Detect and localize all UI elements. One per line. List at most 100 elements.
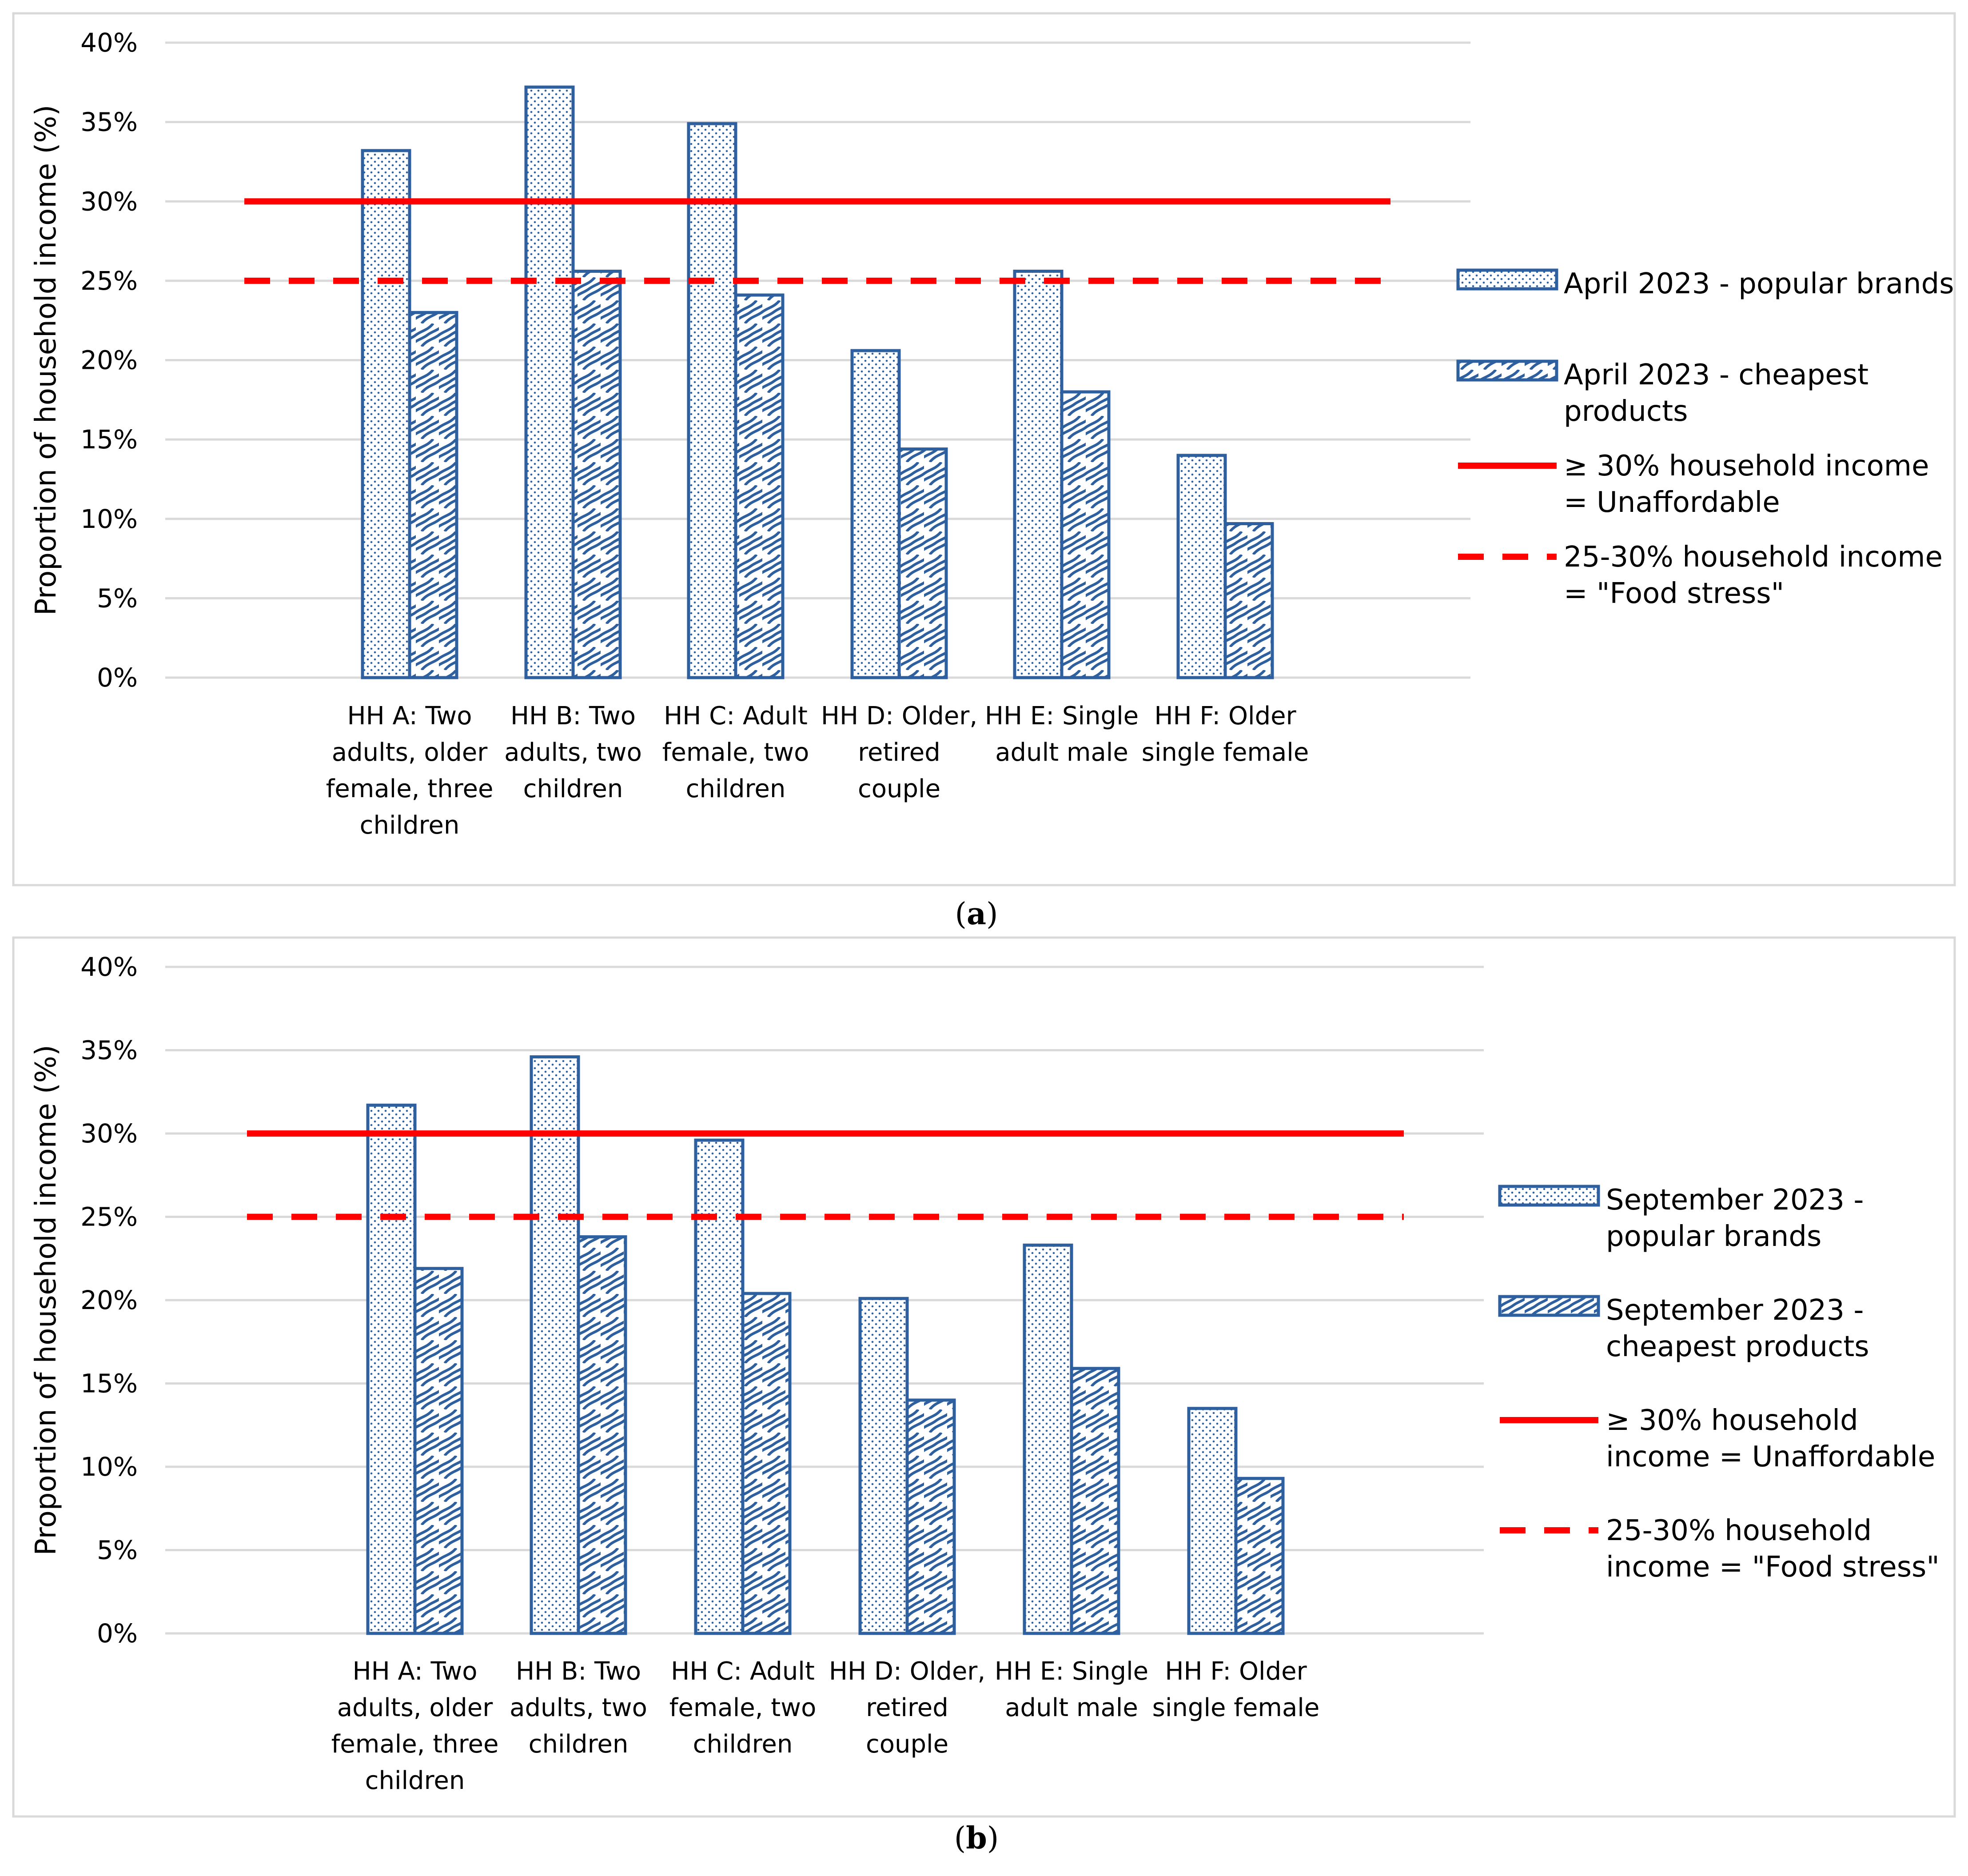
chart-b-bar-cheapest-1 bbox=[577, 1235, 627, 1635]
chart-a-legend-label-line: April 2023 - cheapest bbox=[1564, 359, 1868, 391]
chart-panel-a: 0% 5% 10% 15% 20% 25% 30% 35% 40% Proportion of … bbox=[12, 12, 1956, 886]
chart-b-legend-swatch-cheapest bbox=[1498, 1295, 1600, 1317]
chart-b-y-tick-label: 0% bbox=[97, 1618, 138, 1648]
chart-a-x-tick-label-line: adults, older bbox=[332, 738, 488, 767]
chart-b-frame bbox=[12, 936, 1956, 1818]
chart-b-bar-popular-1 bbox=[530, 1055, 580, 1635]
chart-a-bar-cheapest-1 bbox=[571, 269, 622, 679]
chart-a-x-tick-label-line: HH D: Older, bbox=[821, 702, 977, 730]
chart-b-x-tick-label-line: couple bbox=[866, 1730, 948, 1759]
chart-b-x-tick-label-line: HH D: Older, bbox=[829, 1657, 985, 1686]
chart-a-x-tick-label-line: children bbox=[686, 774, 786, 803]
chart-a-legend-label-line: April 2023 - popular brands bbox=[1564, 267, 1954, 300]
chart-a-legend: April 2023 - popular brands April 2023 - … bbox=[1456, 267, 1954, 610]
chart-b-bar-cheapest-3 bbox=[905, 1398, 956, 1635]
chart-b-x-tick-label-line: adults, two bbox=[510, 1693, 647, 1722]
chart-a-legend-swatch-cheapest bbox=[1456, 359, 1558, 382]
chart-a-bars bbox=[361, 85, 1274, 679]
chart-b-x-tick-label: HH F: Older single female bbox=[1152, 1657, 1320, 1722]
chart-a-bar-cheapest-5 bbox=[1223, 522, 1274, 679]
chart-b-x-tick-label-line: children bbox=[365, 1766, 465, 1795]
chart-a-y-tick-label: 5% bbox=[97, 583, 138, 613]
chart-b-bar-cheapest-0 bbox=[413, 1267, 464, 1635]
chart-b-y-tick-label: 25% bbox=[80, 1202, 138, 1232]
chart-a-bar-popular-3 bbox=[850, 349, 901, 679]
chart-b-x-tick-label-line: children bbox=[529, 1730, 629, 1759]
chart-b-y-ticks: 0% 5% 10% 15% 20% 25% 30% 35% 40% bbox=[80, 952, 138, 1648]
chart-a-x-tick-label: HH E: Single adult male bbox=[985, 702, 1139, 767]
chart-b-y-axis-label: Proportion of household income (%) bbox=[30, 1045, 63, 1556]
chart-a-x-tick-label-line: children bbox=[523, 774, 623, 803]
chart-b-bar-cheapest-5 bbox=[1234, 1477, 1285, 1635]
chart-a-y-tick-label: 35% bbox=[80, 107, 138, 137]
chart-a-bar-popular-1 bbox=[524, 85, 575, 679]
chart-b-legend-label-line: popular brands bbox=[1606, 1220, 1821, 1253]
chart-a-x-tick-label-line: female, three bbox=[326, 774, 494, 803]
caption-a: (a) bbox=[955, 896, 998, 932]
chart-b-legend-label: 25-30% household income = "Food stress" bbox=[1606, 1514, 1940, 1584]
chart-a-bar-popular-5 bbox=[1176, 454, 1227, 679]
chart-b-legend-label: September 2023 -popular brands bbox=[1606, 1184, 1864, 1253]
chart-b-y-tick-label: 15% bbox=[80, 1369, 138, 1399]
chart-a-y-tick-label: 20% bbox=[80, 345, 138, 375]
chart-a-x-tick-label-line: single female bbox=[1142, 738, 1309, 767]
chart-a-bar-cheapest-0 bbox=[408, 311, 458, 679]
chart-a-x-tick-label: HH C: Adult female, two children bbox=[662, 702, 809, 803]
chart-a-y-tick-label: 15% bbox=[80, 424, 138, 455]
chart-b-legend-label-line: income = "Food stress" bbox=[1606, 1551, 1940, 1584]
chart-b-y-tick-label: 30% bbox=[80, 1118, 138, 1149]
chart-b-x-tick-label-line: children bbox=[693, 1730, 793, 1759]
chart-a-bar-cheapest-4 bbox=[1060, 390, 1111, 679]
chart-b-x-tick-label-line: HH E: Single bbox=[995, 1657, 1148, 1686]
chart-a-x-tick-label-line: HH F: Older bbox=[1154, 702, 1296, 730]
chart-b-x-tick-label: HH E: Single adult male bbox=[995, 1657, 1148, 1722]
chart-a-legend-label-line: = "Food stress" bbox=[1564, 577, 1784, 610]
chart-a-reference-lines bbox=[244, 198, 1390, 284]
caption-b-letter: b bbox=[966, 1820, 987, 1856]
chart-a-x-tick-label-line: adults, two bbox=[504, 738, 642, 767]
chart-b-legend-swatch-popular bbox=[1498, 1185, 1600, 1207]
chart-b-legend-label-line: ≥ 30% household bbox=[1606, 1404, 1858, 1437]
chart-a-frame bbox=[12, 12, 1956, 886]
chart-a-x-tick-label-line: adult male bbox=[995, 738, 1128, 767]
chart-a-x-tick-label-line: couple bbox=[858, 774, 940, 803]
chart-b-legend: September 2023 -popular brandsSeptember … bbox=[1498, 1184, 1940, 1584]
chart-b-x-tick-label-line: single female bbox=[1152, 1693, 1320, 1722]
chart-b-y-tick-label: 5% bbox=[97, 1535, 138, 1565]
chart-b-legend-label-line: September 2023 - bbox=[1606, 1294, 1864, 1327]
chart-b-x-tick-label-line: adult male bbox=[1005, 1693, 1138, 1722]
chart-b-bar-popular-4 bbox=[1023, 1243, 1073, 1635]
chart-a-x-tick-label-line: HH A: Two bbox=[347, 702, 472, 730]
chart-a-x-tick-label-line: female, two bbox=[662, 738, 809, 767]
chart-a-x-tick-label-line: HH C: Adult bbox=[664, 702, 808, 730]
chart-a-x-ticks: HH A: Two adults, older female, three child… bbox=[326, 702, 1309, 840]
chart-b-x-tick-label: HH D: Older, retired couple bbox=[829, 1657, 985, 1759]
chart-a-x-tick-label-line: children bbox=[360, 811, 460, 840]
chart-b-bar-cheapest-4 bbox=[1070, 1367, 1120, 1635]
chart-a-y-ticks: 0% 5% 10% 15% 20% 25% 30% 35% 40% bbox=[80, 28, 138, 693]
chart-a-x-tick-label-line: retired bbox=[858, 738, 940, 767]
chart-b-x-tick-label-line: HH F: Older bbox=[1165, 1657, 1307, 1686]
chart-b-y-tick-label: 20% bbox=[80, 1285, 138, 1315]
chart-b-x-tick-label-line: HH A: Two bbox=[352, 1657, 477, 1686]
chart-a-y-tick-label: 0% bbox=[97, 663, 138, 693]
chart-b-x-ticks: HH A: Two adults, older female, three child… bbox=[331, 1657, 1320, 1795]
chart-a-bar-cheapest-2 bbox=[734, 293, 785, 679]
chart-a-legend-swatch-popular bbox=[1456, 268, 1558, 291]
chart-a-x-tick-label-line: HH B: Two bbox=[510, 702, 636, 730]
caption-a-letter: a bbox=[967, 896, 986, 932]
chart-a-legend-label: 25-30% household income = "Food stress" bbox=[1564, 541, 1943, 610]
chart-b-x-tick-label-line: HH B: Two bbox=[516, 1657, 641, 1686]
chart-a-x-tick-label: HH D: Older, retired couple bbox=[821, 702, 977, 803]
caption-b: (b) bbox=[954, 1820, 999, 1856]
chart-a-legend-label: April 2023 - popular brands bbox=[1564, 267, 1954, 300]
chart-b-bar-popular-3 bbox=[858, 1297, 909, 1635]
chart-a-legend-label-line: products bbox=[1564, 395, 1688, 428]
chart-a-y-tick-label: 25% bbox=[80, 266, 138, 296]
chart-b-bar-cheapest-2 bbox=[741, 1292, 792, 1635]
chart-b-bar-popular-0 bbox=[366, 1103, 417, 1635]
chart-b-legend-label-line: cheapest products bbox=[1606, 1330, 1869, 1363]
chart-b-y-tick-label: 35% bbox=[80, 1035, 138, 1066]
chart-a-legend-label-line: ≥ 30% household income bbox=[1564, 450, 1929, 483]
